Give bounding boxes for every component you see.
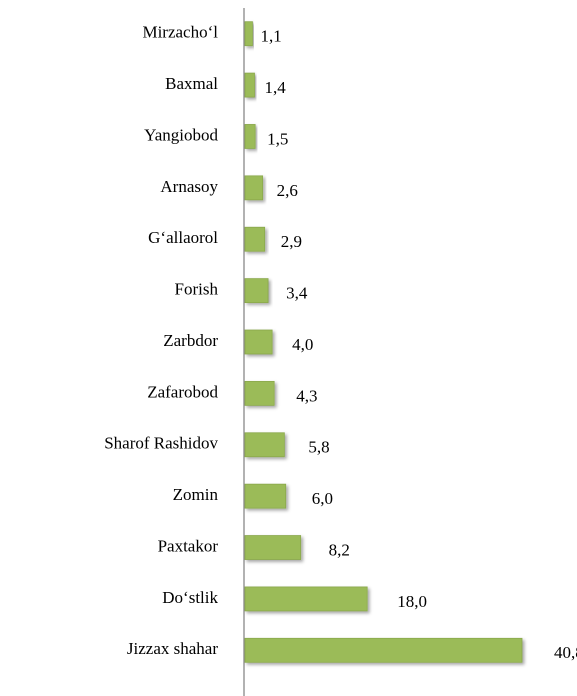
category-label: Zarbdor: [163, 331, 218, 350]
category-label: G‘allaorol: [148, 228, 218, 247]
category-label: Paxtakor: [158, 536, 219, 555]
category-label: Sharof Rashidov: [104, 434, 218, 453]
value-label: 1,5: [267, 129, 288, 148]
value-label: 2,6: [277, 181, 298, 200]
value-label: 4,3: [296, 386, 317, 405]
value-label: 8,2: [329, 540, 350, 559]
category-label: Do‘stlik: [162, 588, 218, 607]
value-label: 40,8: [554, 643, 577, 662]
bar: [244, 586, 368, 612]
category-label: Yangiobod: [144, 125, 218, 144]
bar: [244, 226, 266, 252]
bar: [244, 535, 302, 560]
category-label: Zafarobod: [147, 382, 218, 401]
category-label: Jizzax shahar: [127, 639, 218, 658]
bar: [244, 278, 269, 304]
bar: [244, 72, 255, 98]
category-label: Zomin: [173, 485, 219, 504]
value-label: 3,4: [286, 284, 308, 303]
bar: [244, 175, 264, 201]
category-label: Forish: [175, 280, 219, 299]
bar: [244, 637, 523, 663]
bar: [244, 432, 285, 458]
value-label: 4,0: [292, 335, 313, 354]
value-label: 6,0: [312, 489, 333, 508]
bar: [244, 483, 287, 509]
value-label: 5,8: [308, 438, 329, 457]
bar: [244, 380, 275, 406]
value-label: 1,1: [260, 27, 281, 46]
bar: [244, 21, 253, 47]
category-label: Baxmal: [165, 74, 218, 93]
value-label: 2,9: [281, 232, 302, 251]
value-label: 1,4: [265, 78, 287, 97]
category-label: Mirzacho‘l: [142, 23, 218, 42]
category-label: Arnasoy: [160, 177, 218, 196]
value-label: 18,0: [397, 592, 427, 611]
bar: [244, 124, 256, 149]
bar: [244, 329, 273, 355]
